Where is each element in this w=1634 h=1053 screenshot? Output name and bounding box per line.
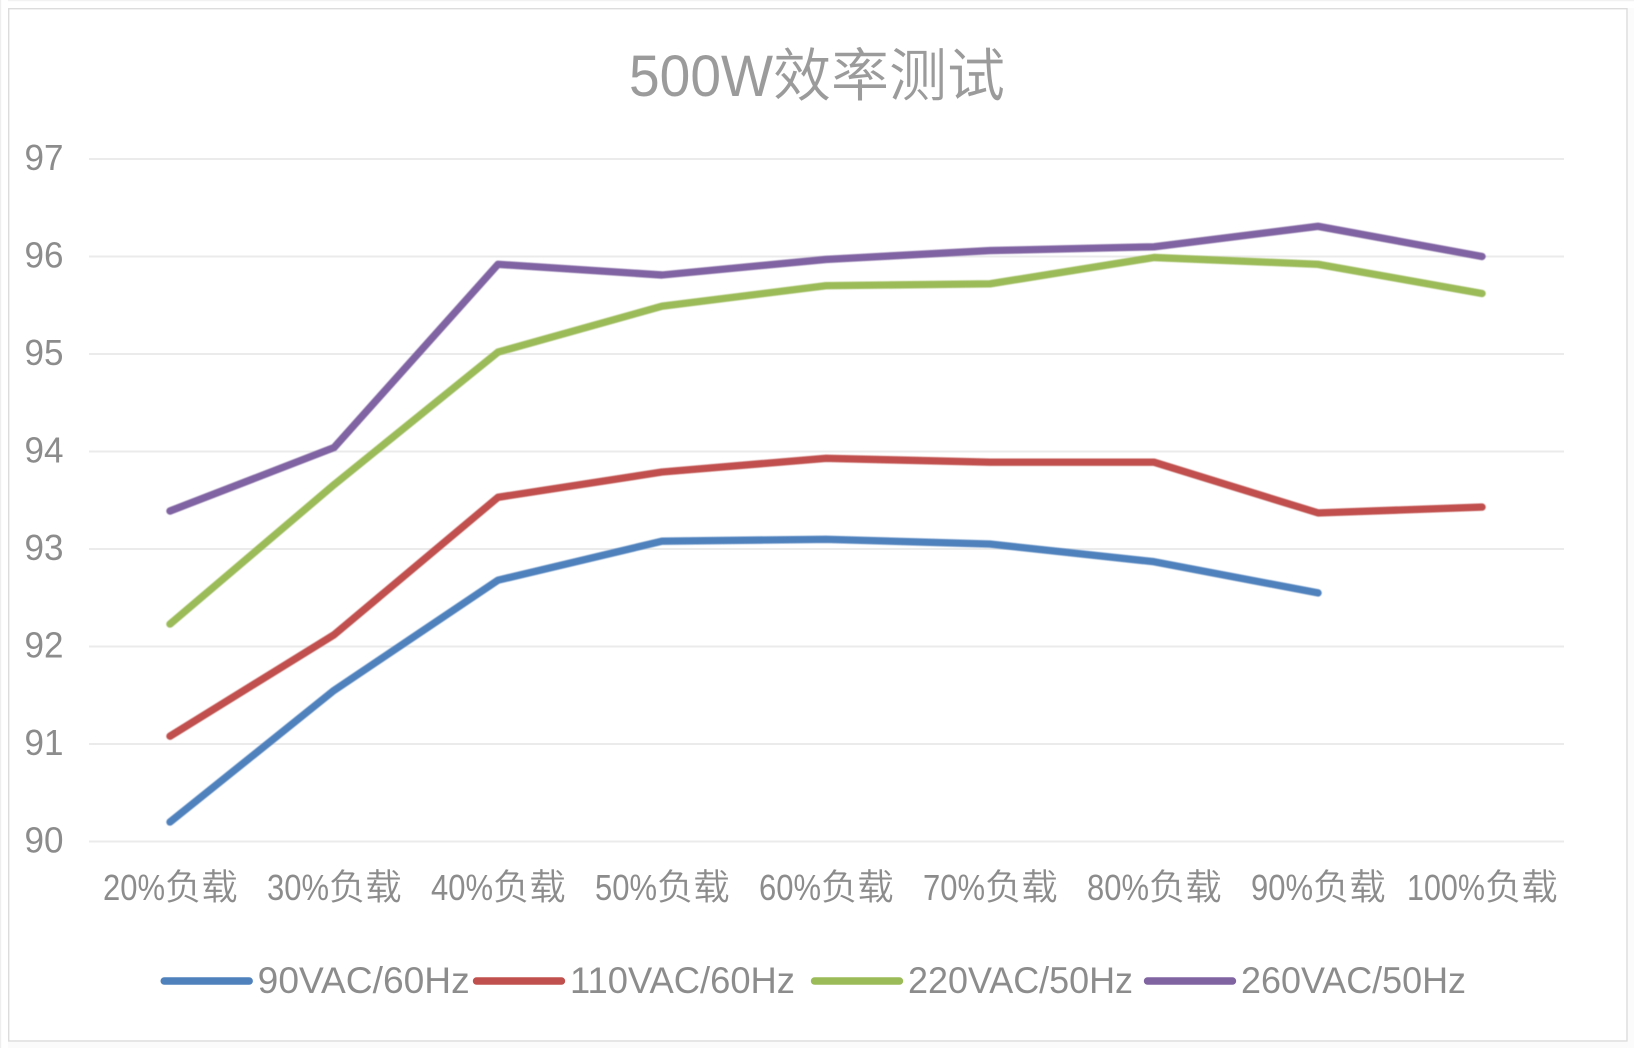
- svg-text:100%: 100%: [1407, 867, 1485, 908]
- svg-text:97: 97: [25, 137, 64, 178]
- svg-text:40%: 40%: [431, 867, 493, 908]
- svg-text:30%: 30%: [267, 867, 329, 908]
- svg-text:260VAC/50Hz: 260VAC/50Hz: [1241, 960, 1466, 1001]
- svg-text:92: 92: [25, 625, 64, 666]
- svg-text:90: 90: [25, 820, 64, 861]
- svg-text:90VAC/60Hz: 90VAC/60Hz: [258, 960, 470, 1001]
- svg-text:20%: 20%: [103, 867, 165, 908]
- svg-text:91: 91: [25, 722, 64, 763]
- svg-text:90%: 90%: [1251, 867, 1313, 908]
- svg-text:96: 96: [25, 235, 64, 276]
- svg-text:220VAC/50Hz: 220VAC/50Hz: [908, 960, 1133, 1001]
- svg-text:110VAC/60Hz: 110VAC/60Hz: [570, 960, 795, 1001]
- svg-text:95: 95: [25, 332, 64, 373]
- svg-text:60%: 60%: [759, 867, 821, 908]
- svg-text:70%: 70%: [923, 867, 985, 908]
- svg-text:50%: 50%: [595, 867, 657, 908]
- svg-text:94: 94: [25, 430, 64, 471]
- svg-text:80%: 80%: [1087, 867, 1149, 908]
- svg-text:93: 93: [25, 527, 64, 568]
- svg-text:500W: 500W: [629, 44, 773, 109]
